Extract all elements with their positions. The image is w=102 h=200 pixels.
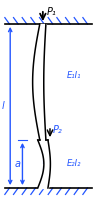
Text: P₁: P₁ bbox=[47, 7, 57, 17]
Text: l: l bbox=[2, 101, 4, 111]
Text: E₁I₁: E₁I₁ bbox=[66, 72, 81, 80]
Text: a: a bbox=[14, 159, 20, 169]
Text: E₂I₂: E₂I₂ bbox=[66, 160, 81, 168]
Text: P₂: P₂ bbox=[53, 125, 63, 135]
